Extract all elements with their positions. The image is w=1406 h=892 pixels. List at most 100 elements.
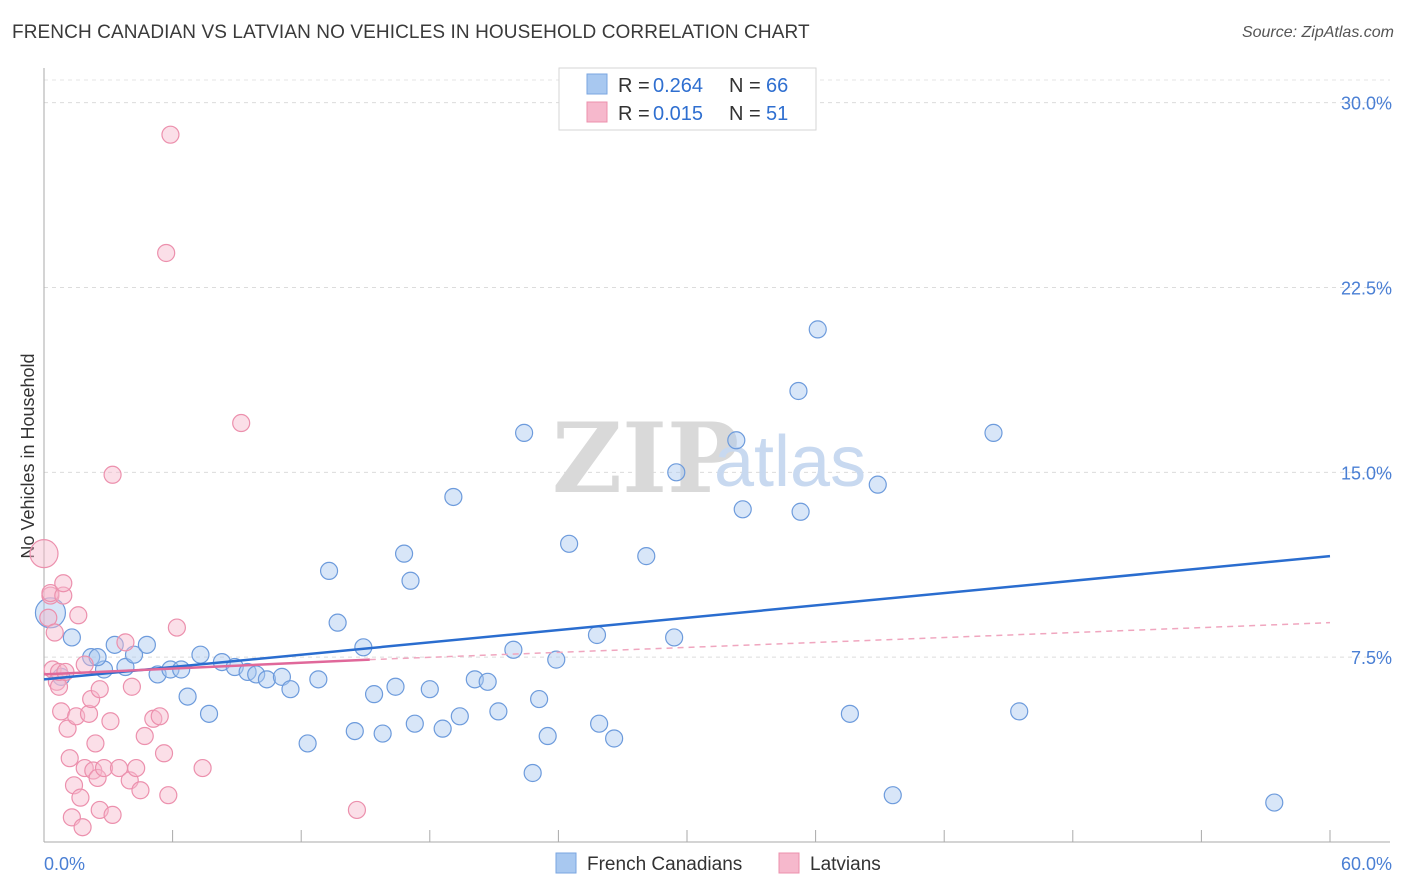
y-tick-label: 22.5% [1341, 278, 1392, 298]
data-point [79, 704, 99, 723]
data-point [157, 243, 176, 263]
bottom-legend-label: Latvians [810, 854, 881, 875]
data-point [135, 726, 154, 746]
data-point [450, 707, 469, 726]
x-tick-label: 60.0% [1341, 854, 1392, 874]
data-point [733, 500, 752, 519]
data-point [137, 635, 156, 654]
data-point [667, 463, 686, 482]
data-point [58, 719, 77, 738]
data-point [547, 650, 566, 669]
data-point [272, 667, 292, 686]
data-point [49, 662, 69, 682]
data-point [347, 800, 367, 820]
data-point [984, 423, 1003, 442]
data-point [154, 744, 174, 763]
data-point [1010, 702, 1029, 721]
data-point [54, 574, 73, 593]
data-point [34, 597, 67, 629]
data-point [523, 763, 542, 783]
x-tick-label: 0.0% [44, 854, 85, 874]
source-label: Source: ZipAtlas.com [1241, 24, 1394, 41]
series-french-canadians [34, 320, 1284, 812]
data-point [1265, 793, 1284, 812]
data-point [444, 487, 463, 507]
data-point [590, 714, 609, 733]
legend-swatch [586, 101, 608, 123]
legend: R = 0.264 N = 66 R = 0.015 N = 51 [558, 67, 817, 131]
data-point [840, 704, 859, 723]
data-point [478, 672, 497, 691]
data-point [54, 586, 73, 605]
data-point [538, 726, 557, 746]
data-point [373, 724, 392, 743]
trend-line [43, 658, 370, 676]
data-point [257, 670, 277, 689]
data-points [29, 125, 1284, 837]
data-point [808, 320, 827, 339]
legend-r-value: 0.264 [653, 75, 703, 97]
chart-title: FRENCH CANADIAN VS LATVIAN NO VEHICLES I… [12, 22, 810, 43]
legend-r-label: R = [618, 103, 650, 125]
data-point [71, 788, 90, 807]
data-point [69, 606, 88, 625]
data-point [193, 758, 212, 778]
data-point [167, 618, 186, 637]
data-point [103, 805, 122, 824]
data-point [791, 502, 810, 521]
data-point [637, 547, 656, 566]
data-point [386, 677, 405, 696]
legend-n-value: 51 [766, 103, 788, 125]
data-point [52, 702, 71, 721]
data-point [394, 544, 414, 563]
data-point [161, 125, 180, 144]
series-latvians [29, 125, 367, 837]
data-point [191, 645, 210, 664]
data-point [103, 465, 122, 484]
data-point [124, 645, 144, 664]
data-point [789, 381, 808, 401]
data-point [45, 623, 64, 642]
data-point [73, 818, 92, 837]
data-point [60, 749, 79, 768]
data-point [150, 707, 169, 726]
data-point [298, 734, 317, 753]
data-point [560, 534, 579, 553]
data-point [364, 685, 384, 704]
data-point [727, 431, 746, 450]
data-point [665, 628, 684, 647]
watermark-zip: ZIP [552, 402, 739, 515]
data-point [420, 680, 439, 699]
legend-swatch [586, 73, 608, 95]
y-tick-label: 7.5% [1351, 648, 1392, 668]
data-point [105, 635, 124, 654]
data-point [29, 539, 59, 569]
data-point [515, 423, 534, 442]
data-point [587, 625, 607, 645]
data-point [127, 758, 146, 778]
data-point [232, 413, 251, 433]
y-axis-label: No Vehicles in Household [18, 353, 38, 558]
data-point [86, 734, 105, 753]
data-point [82, 648, 101, 667]
data-point [131, 781, 150, 800]
data-point [504, 640, 523, 659]
data-point [116, 633, 135, 652]
legend-n-label: N = [729, 103, 761, 125]
x-tick-labels: 0.0% 60.0% [44, 854, 1392, 874]
data-point [75, 655, 94, 674]
data-point [401, 571, 420, 590]
data-point [405, 714, 424, 733]
data-point [489, 702, 508, 721]
data-point [883, 786, 902, 805]
y-tick-labels: 7.5% 15.0% 22.5% 30.0% [1341, 94, 1392, 669]
data-point [281, 680, 300, 699]
trend-line [43, 554, 1331, 681]
data-point [94, 758, 114, 778]
axes [43, 68, 1390, 843]
data-point [328, 613, 347, 632]
watermark: ZIP atlas [552, 402, 866, 515]
y-tick-label: 30.0% [1341, 94, 1392, 114]
data-point [868, 475, 887, 494]
